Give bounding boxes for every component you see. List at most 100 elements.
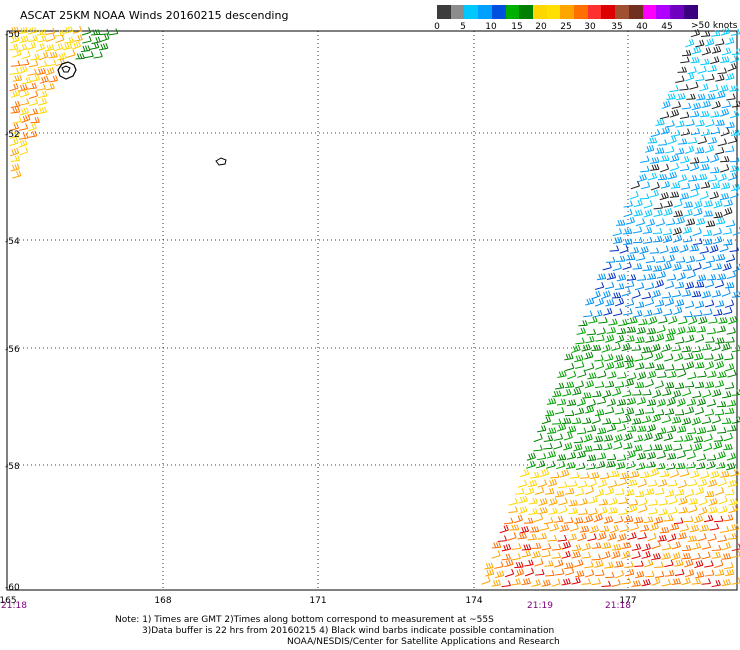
- lon-label: 165: [0, 596, 17, 606]
- wind-barb-flag: [683, 425, 687, 432]
- wind-barb-flag: [92, 29, 96, 35]
- wind-barb-flag: [657, 209, 661, 216]
- wind-barb-flag: [659, 363, 663, 370]
- wind-barb-flag: [542, 460, 546, 466]
- wind-barb-flag: [685, 244, 689, 250]
- wind-barb-flag: [633, 397, 637, 403]
- wind-barb: [674, 303, 684, 307]
- wind-barb-flag: [686, 111, 690, 118]
- wind-barb-flag: [607, 344, 611, 350]
- wind-barb-flag: [577, 576, 581, 583]
- wind-barb-flag: [516, 569, 520, 576]
- wind-barb: [548, 502, 558, 506]
- wind-barb: [544, 565, 554, 567]
- wind-barb: [596, 332, 606, 336]
- wind-barb-flag: [613, 423, 617, 430]
- wind-barb: [694, 491, 704, 496]
- wind-barb-flag: [673, 578, 676, 585]
- wind-barb-flag: [653, 291, 657, 297]
- wind-barb-flag: [563, 398, 567, 405]
- wind-barb-flag: [567, 433, 571, 439]
- wind-barb: [644, 383, 654, 388]
- wind-barb-flag: [715, 212, 718, 218]
- wind-barb-flag: [710, 560, 714, 566]
- wind-barb: [680, 168, 690, 172]
- wind-barb: [654, 385, 664, 389]
- wind-barb-flag: [539, 461, 543, 467]
- wind-barb-flag: [610, 272, 614, 279]
- wind-barb-flag: [701, 406, 705, 413]
- wind-barb: [729, 89, 739, 92]
- wind-barb: [650, 133, 660, 138]
- wind-barb-flag: [52, 51, 56, 58]
- wind-barb-flag: [702, 462, 706, 468]
- wind-barb-flag: [649, 362, 653, 368]
- wind-barb: [641, 351, 651, 354]
- wind-barb-flag: [679, 148, 682, 154]
- wind-barb-flag: [599, 444, 603, 450]
- wind-barb-flag: [724, 505, 728, 512]
- wind-barb-flag: [498, 542, 502, 548]
- wind-barb: [646, 456, 656, 460]
- wind-barb-flag: [655, 499, 658, 505]
- wind-barb-flag: [590, 454, 594, 461]
- wind-barb-flag: [623, 542, 627, 549]
- wind-barb-flag: [738, 263, 740, 268]
- wind-barb-flag: [626, 489, 630, 495]
- wind-barb: [715, 342, 725, 344]
- wind-barb-flag: [588, 392, 592, 398]
- wind-barb-flag: [698, 416, 701, 423]
- wind-barb-flag: [689, 226, 693, 232]
- wind-barb-flag: [61, 34, 65, 40]
- wind-barb-flag: [710, 353, 714, 359]
- wind-barb-flag: [698, 542, 702, 548]
- wind-barb-flag: [28, 77, 32, 83]
- wind-barb: [638, 509, 648, 514]
- wind-barb-flag: [575, 417, 579, 424]
- wind-barb: [536, 429, 547, 433]
- wind-barb-flag: [681, 138, 685, 144]
- wind-barb-flag: [724, 208, 728, 215]
- wind-barb-flag: [718, 371, 722, 378]
- wind-barb: [666, 97, 676, 100]
- wind-barb-flag: [106, 33, 110, 39]
- wind-barb-flag: [649, 432, 653, 438]
- wind-barb-flag: [686, 192, 690, 198]
- wind-barb-flag: [719, 337, 723, 343]
- wind-barb-flag: [646, 524, 650, 530]
- wind-barb-flag: [638, 580, 641, 586]
- wind-barb-flag: [668, 298, 672, 304]
- wind-barb-flag: [79, 53, 83, 59]
- wind-barb-flag: [573, 389, 577, 395]
- wind-barb-flag: [535, 579, 539, 586]
- wind-barb: [667, 538, 677, 542]
- wind-barb: [648, 320, 657, 325]
- wind-barb-flag: [44, 106, 48, 113]
- wind-barb-flag: [659, 119, 663, 125]
- wind-barb: [539, 527, 549, 531]
- wind-barb-flag: [97, 29, 101, 35]
- wind-barb: [673, 440, 683, 443]
- wind-barb-flag: [706, 229, 710, 236]
- wind-barb: [693, 440, 703, 444]
- wind-barb: [595, 574, 605, 577]
- wind-barb: [37, 111, 47, 115]
- wind-barb-flag: [649, 444, 653, 450]
- wind-barb: [541, 420, 551, 425]
- wind-barb: [659, 531, 669, 534]
- wind-barb-flag: [725, 417, 729, 424]
- wind-barb-flag: [695, 47, 699, 53]
- wind-barb: [696, 98, 706, 101]
- wind-barb-flag: [105, 43, 109, 49]
- wind-barb-flag: [713, 245, 717, 251]
- wind-barb-flag: [529, 461, 533, 467]
- wind-barb-flag: [591, 485, 595, 492]
- wind-barb-flag: [631, 280, 635, 287]
- wind-barb-flag: [561, 382, 565, 388]
- wind-barb-flag: [723, 344, 726, 350]
- wind-barb-flag: [730, 514, 734, 520]
- wind-barb: [567, 538, 577, 541]
- wind-barb-flag: [619, 236, 623, 243]
- wind-barb-flag: [634, 504, 638, 510]
- wind-barb-flag: [605, 435, 609, 441]
